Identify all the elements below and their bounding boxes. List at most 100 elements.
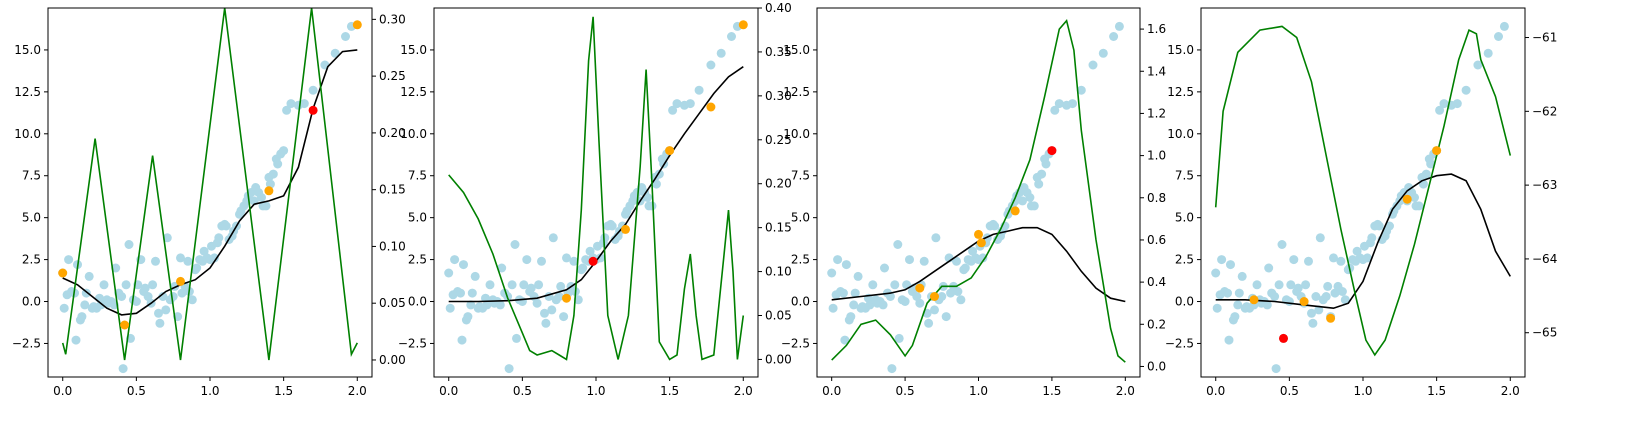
data-point xyxy=(121,280,131,290)
data-point xyxy=(1421,169,1431,179)
data-point xyxy=(1025,193,1035,202)
x-tick-label: 2.0 xyxy=(734,384,753,398)
x-tick-label: 0.0 xyxy=(822,384,841,398)
mean-curve xyxy=(448,66,744,303)
data-point xyxy=(1385,221,1394,231)
data-point xyxy=(1029,201,1039,211)
data-point xyxy=(828,303,838,313)
plot-area xyxy=(827,19,1126,374)
data-point xyxy=(1237,271,1247,281)
y-tick-label: 10.0 xyxy=(400,127,427,141)
y-tick-label: 15.0 xyxy=(400,43,427,57)
right-y-tick-label: 0.00 xyxy=(379,353,406,367)
data-point xyxy=(214,233,224,243)
x-tick-label: 2.0 xyxy=(1501,384,1520,398)
data-point xyxy=(504,364,514,374)
data-point xyxy=(450,255,460,265)
data-point xyxy=(1293,283,1303,293)
data-point xyxy=(71,335,81,345)
data-point xyxy=(1289,255,1299,265)
y-tick-label: 2.5 xyxy=(408,253,427,267)
y-tick-label: 2.5 xyxy=(791,253,810,267)
observed-point xyxy=(665,146,675,156)
data-point xyxy=(651,179,661,189)
data-point xyxy=(1217,255,1227,265)
acquisition-curve xyxy=(1214,25,1512,357)
data-point xyxy=(532,298,542,308)
data-point xyxy=(537,256,546,266)
data-point xyxy=(485,280,495,290)
data-point xyxy=(1068,99,1077,109)
next-point xyxy=(1279,333,1288,343)
data-point xyxy=(1473,60,1483,70)
observed-point xyxy=(738,20,748,30)
x-tick-label: 0.5 xyxy=(127,384,146,398)
data-point xyxy=(1452,99,1462,109)
observed-point xyxy=(930,292,939,301)
data-point xyxy=(1284,297,1294,306)
data-point xyxy=(162,233,172,243)
data-point xyxy=(607,221,617,231)
data-point xyxy=(1323,281,1333,291)
data-point xyxy=(510,240,520,249)
right-y-tick-label: 0.25 xyxy=(379,69,406,83)
right-y-tick-label: −63 xyxy=(1532,178,1557,192)
data-point xyxy=(1050,105,1060,115)
y-tick-label: 0.0 xyxy=(22,295,41,309)
observed-point xyxy=(176,276,185,286)
y-tick-label: −2.5 xyxy=(1165,336,1194,350)
data-point xyxy=(968,246,978,256)
data-point xyxy=(1114,21,1124,31)
data-point xyxy=(161,305,171,315)
data-point xyxy=(573,295,583,305)
data-point xyxy=(562,253,571,263)
data-point xyxy=(540,308,549,318)
y-tick-label: 10.0 xyxy=(783,127,810,141)
data-point xyxy=(893,240,903,249)
plot-area xyxy=(58,8,362,374)
data-point xyxy=(445,303,455,313)
right-y-tick-label: 0.15 xyxy=(765,221,792,235)
data-point xyxy=(541,318,551,328)
data-point xyxy=(1336,256,1346,266)
right-y-tick-label: 0.6 xyxy=(1147,233,1166,247)
right-y-tick-label: 0.00 xyxy=(765,352,792,366)
data-point xyxy=(176,253,185,263)
data-point xyxy=(1098,48,1108,58)
data-point xyxy=(668,105,678,115)
acquisition-curve xyxy=(831,19,1126,363)
observed-point xyxy=(1249,295,1259,305)
data-point xyxy=(924,318,934,328)
y-tick-label: 15.0 xyxy=(1167,43,1194,57)
data-point xyxy=(151,256,160,266)
data-point xyxy=(1230,312,1240,322)
data-point xyxy=(706,60,716,70)
right-y-tick-label: 0.0 xyxy=(1147,359,1166,373)
y-tick-label: 2.5 xyxy=(1175,253,1194,267)
data-point xyxy=(878,300,888,310)
observed-point xyxy=(352,20,362,30)
x-tick-label: 0.5 xyxy=(513,384,532,398)
data-point xyxy=(168,292,178,301)
x-tick-label: 1.0 xyxy=(586,384,605,398)
data-point xyxy=(900,297,910,306)
data-point xyxy=(158,292,168,301)
mean-curve xyxy=(831,226,1126,303)
data-point xyxy=(444,268,454,278)
right-y-tick-label: 0.20 xyxy=(765,177,792,191)
y-tick-label: 7.5 xyxy=(791,169,810,183)
right-y-tick-label: 0.2 xyxy=(1147,317,1166,331)
data-point xyxy=(850,288,860,298)
right-y-tick-label: 1.4 xyxy=(1147,64,1166,78)
data-point xyxy=(1483,48,1493,58)
right-y-tick-label: 0.30 xyxy=(765,89,792,103)
data-point xyxy=(124,240,134,249)
observed-point xyxy=(974,229,983,239)
data-point xyxy=(890,280,900,290)
data-point xyxy=(1212,303,1222,313)
y-tick-label: 10.0 xyxy=(1167,127,1194,141)
data-point xyxy=(1352,246,1362,256)
data-point xyxy=(838,288,848,298)
data-point xyxy=(299,99,309,109)
